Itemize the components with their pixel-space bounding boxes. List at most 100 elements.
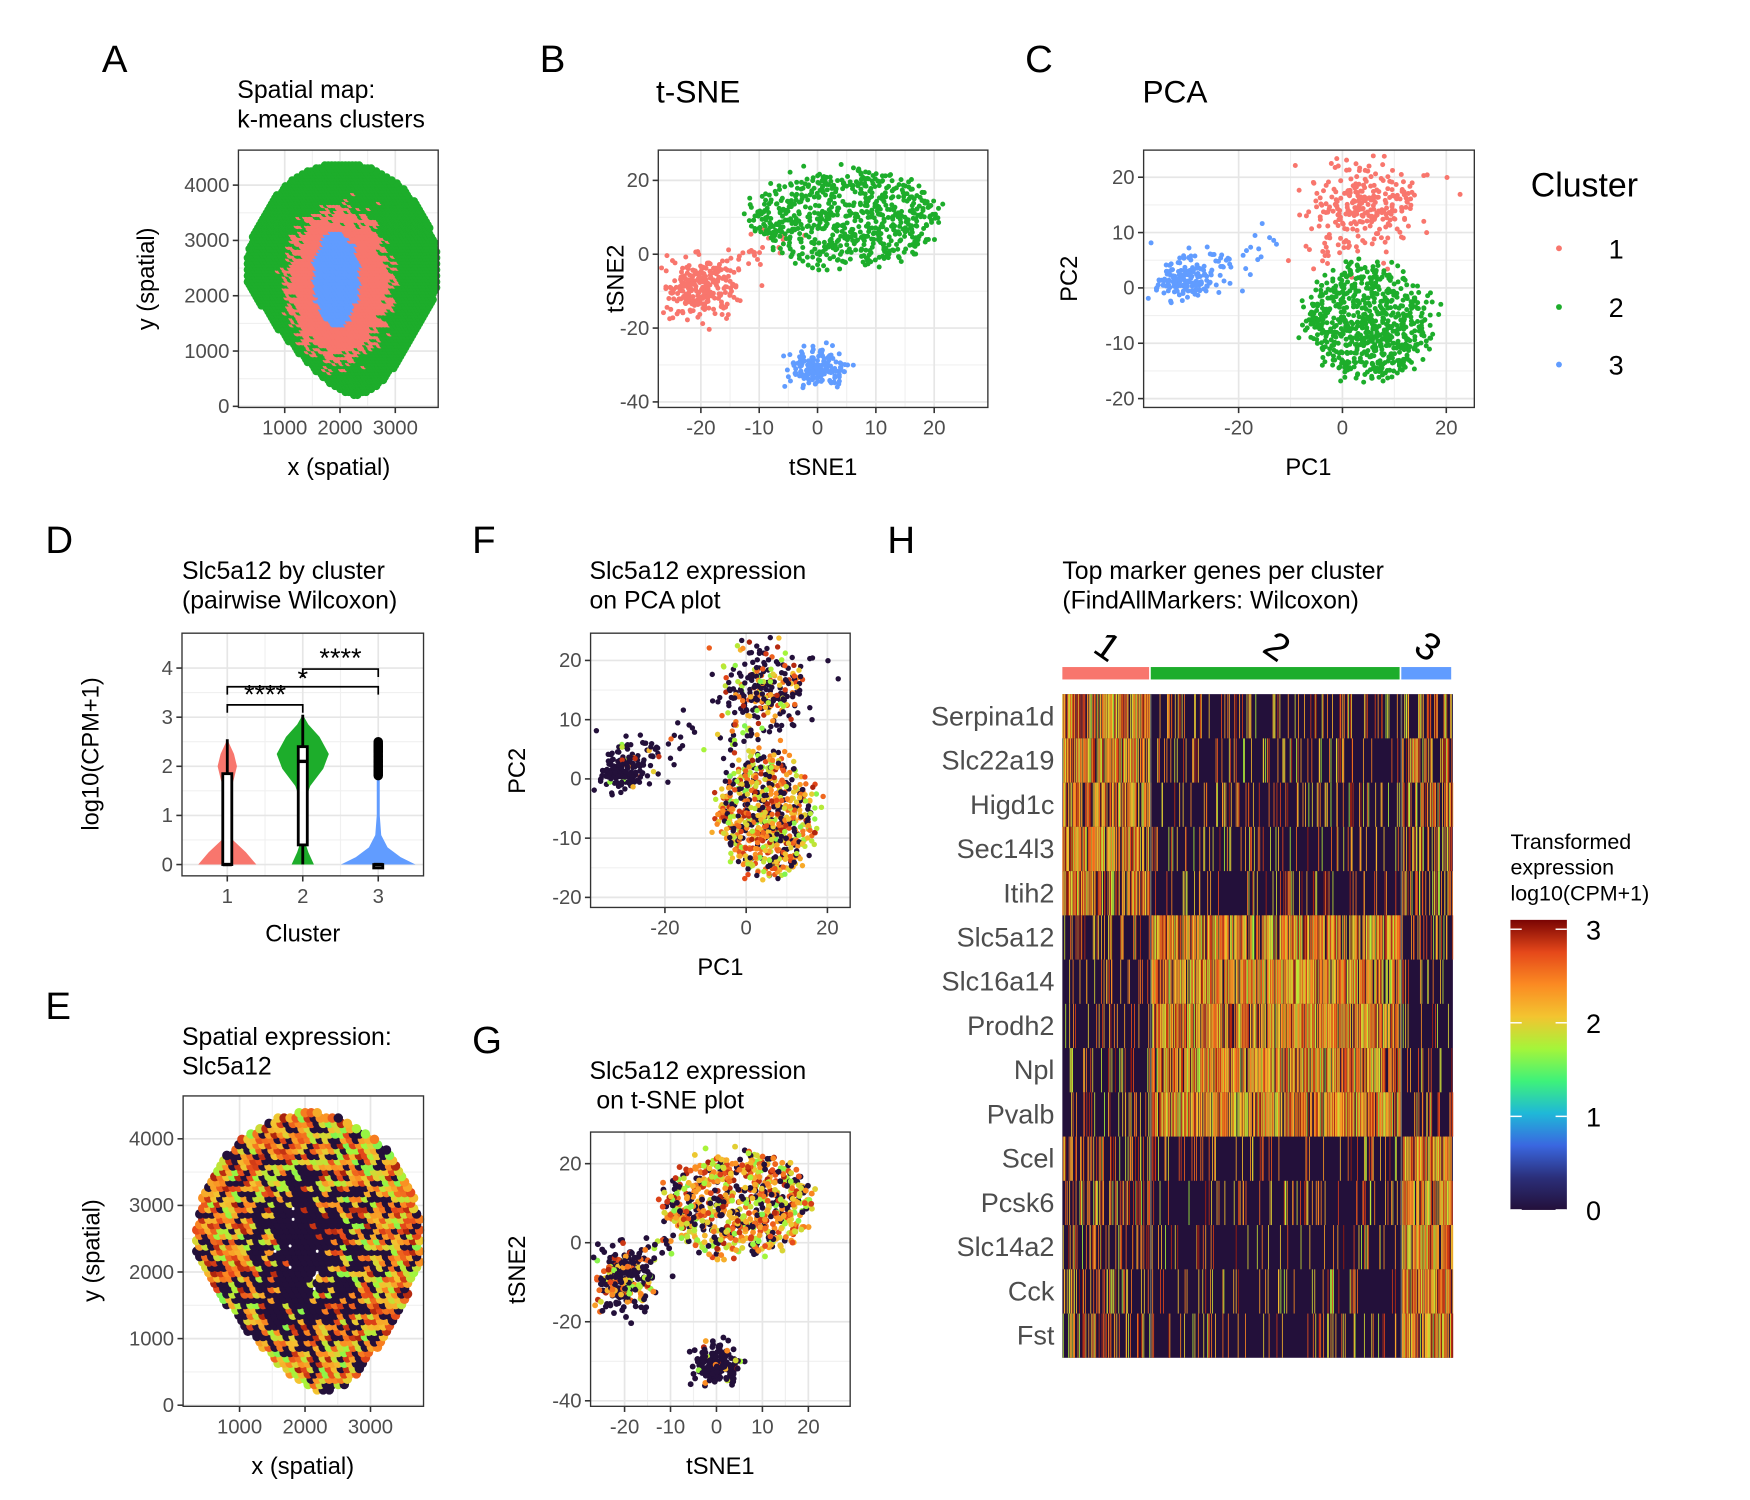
cell-point [723, 266, 729, 272]
panel-c-ylabel: PC2 [1057, 256, 1083, 302]
x-tick-label: 2000 [282, 1416, 327, 1438]
panel-e-title-line1: Spatial expression: [182, 1024, 392, 1051]
panel-f-title-line2: on PCA plot [589, 587, 720, 614]
cell-point [694, 288, 700, 294]
cell-point [724, 258, 730, 264]
cell-point [728, 285, 734, 291]
y-tick-label: 3000 [129, 1195, 174, 1217]
cell-point [709, 270, 715, 276]
x-tick-label: 1000 [217, 1416, 262, 1438]
panel-b-xlabel: tSNE1 [789, 455, 857, 481]
cell-point [675, 290, 681, 296]
panel-f-ylabel: PC2 [505, 748, 531, 794]
panel-d-title-line2: (pairwise Wilcoxon) [182, 587, 397, 614]
panel-letter-d: D [45, 519, 73, 562]
cell-point [699, 264, 705, 270]
cell-point [810, 254, 816, 260]
cell-point [668, 285, 674, 291]
cell-point [794, 179, 800, 185]
cell-point [702, 306, 708, 312]
cell-point [760, 244, 766, 250]
spot [367, 164, 376, 173]
spot [351, 1123, 362, 1134]
expression-colorbar: Transformed expression log10(CPM+1) [1510, 830, 1649, 906]
x-tick-label: 10 [865, 418, 888, 440]
cell-point [731, 269, 737, 275]
cell-point [666, 296, 672, 302]
panel-letter-h: H [887, 519, 915, 562]
cell-point [754, 256, 760, 262]
cell-point [686, 290, 692, 296]
panel-g-ylabel: tSNE2 [505, 1236, 531, 1304]
cell-point [863, 247, 869, 253]
cell-point [736, 253, 742, 259]
panel-a-title-line1: Spatial map: [237, 77, 375, 104]
cell-point [698, 294, 704, 300]
cell-point [734, 297, 740, 303]
x-tick-label: -20 [686, 418, 715, 440]
legend-label-3: 3 [1609, 350, 1624, 381]
cell-point [688, 308, 694, 314]
y-tick-label: 3000 [184, 230, 229, 252]
cell-point [746, 261, 752, 267]
colorbar-title-line2: expression [1510, 856, 1614, 880]
legend-key-3 [1556, 361, 1562, 368]
cell-point [663, 284, 669, 290]
x-tick-label: 3000 [348, 1416, 393, 1438]
cell-point [750, 249, 756, 255]
panel-letter-e: E [45, 985, 71, 1028]
cell-point [702, 274, 708, 280]
cell-point [757, 262, 763, 267]
panel-c-title: PCA [1142, 74, 1208, 110]
panel-b-ylabel: tSNE2 [603, 245, 629, 313]
spot [381, 1145, 392, 1155]
cell-point [671, 296, 677, 302]
cell-point [663, 268, 669, 274]
panel-a-ylabel: y (spatial) [134, 227, 160, 330]
cell-point [684, 317, 690, 323]
cell-point [715, 265, 721, 270]
x-tick-label: 1000 [262, 418, 307, 440]
y-tick-label: 0 [218, 396, 229, 418]
spot [342, 1118, 353, 1129]
cell-point [719, 312, 725, 318]
panel-f-title-line1: Slc5a12 expression [589, 558, 806, 585]
spot [369, 1134, 380, 1145]
cell-point [700, 321, 706, 327]
cell-point [759, 283, 765, 289]
cell-point [670, 315, 676, 321]
cell-point [695, 314, 701, 320]
panel-e-title-line2: Slc5a12 [182, 1053, 272, 1080]
panel-c-xlabel: PC1 [1285, 455, 1331, 481]
cell-point [661, 310, 666, 316]
panel-g-xlabel: tSNE1 [686, 1454, 754, 1480]
cell-point [706, 326, 712, 332]
colorbar-title-line1: Transformed [1510, 830, 1631, 854]
legend-key-1 [1556, 245, 1562, 252]
cell-point [678, 269, 684, 275]
spot [355, 161, 364, 170]
cell-point [672, 260, 678, 266]
cell-point [659, 265, 665, 271]
cell-point [736, 266, 741, 272]
cell-point [726, 247, 732, 253]
spot [312, 1107, 322, 1118]
panel-h-title-line2: (FindAllMarkers: Wilcoxon) [1062, 587, 1359, 614]
panel-g-title-line2: on t-SNE plot [589, 1087, 744, 1114]
spot [360, 1129, 371, 1139]
panel-e-ylabel: y (spatial) [80, 1199, 106, 1302]
cell-point [712, 295, 718, 301]
y-tick-label: -20 [620, 318, 649, 340]
y-tick-label: 2000 [184, 286, 229, 308]
x-tick-label: 3000 [373, 418, 418, 440]
x-tick-label: -10 [745, 418, 774, 440]
panel-letter-f: F [472, 519, 495, 562]
cell-point [725, 312, 731, 318]
cell-point [723, 277, 729, 283]
cell-point [707, 261, 713, 267]
y-tick-label: 0 [163, 1395, 174, 1417]
cell-point [685, 277, 691, 283]
panel-a-marks [243, 161, 441, 400]
